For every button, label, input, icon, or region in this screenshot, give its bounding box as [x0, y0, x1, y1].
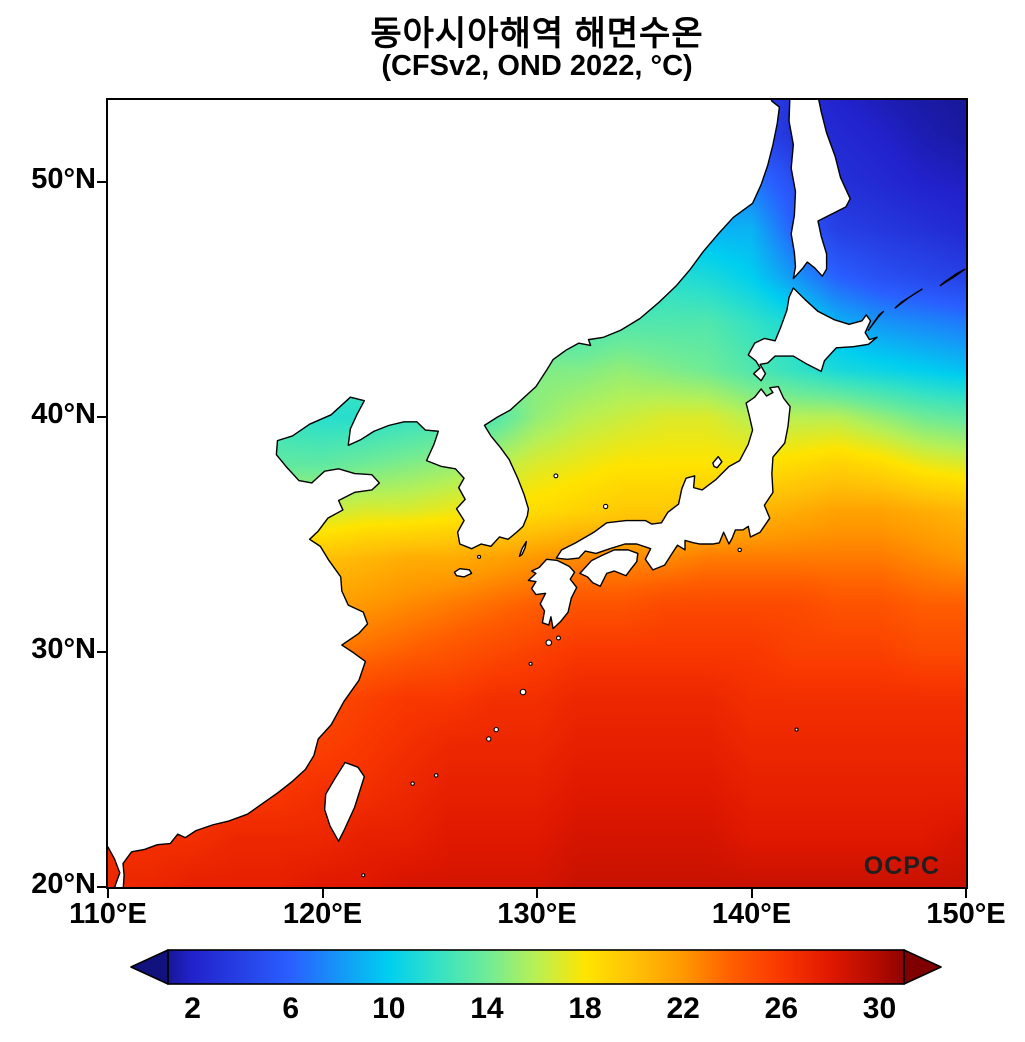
y-tick-label: 20°N: [31, 868, 96, 900]
land-mainland-asia: [108, 100, 779, 887]
colorbar-tick-label: 18: [568, 992, 602, 1025]
x-tick-label: 130°E: [497, 898, 577, 930]
x-tick-mark: [750, 889, 753, 898]
land-urup: [940, 269, 965, 285]
land-sakhalin: [789, 100, 850, 279]
island-dot: [362, 874, 365, 877]
x-tick-mark: [536, 889, 538, 898]
colorbar-tick-label: 6: [282, 992, 299, 1025]
colorbar-tick-label: 2: [184, 992, 201, 1025]
watermark-ocpc: OCPC: [863, 852, 940, 880]
land-shikoku: [580, 550, 638, 586]
colorbar: [130, 948, 942, 988]
y-tick-mark: [97, 181, 106, 184]
colorbar-tick-label: 14: [470, 992, 504, 1025]
land-kunashiri: [868, 311, 883, 330]
island-dot: [557, 636, 561, 640]
land-jeju: [454, 569, 471, 577]
land-tsushima: [519, 542, 526, 557]
x-tick-label: 140°E: [711, 898, 792, 930]
map-plot-area: OCPC: [106, 98, 968, 889]
land-sado: [713, 457, 722, 468]
y-tick-mark: [97, 886, 106, 888]
y-tick-mark: [97, 416, 106, 419]
land-kyushu: [528, 559, 576, 628]
island-dot: [487, 737, 491, 741]
y-tick-label: 50°N: [31, 163, 96, 196]
x-tick-label: 120°E: [282, 898, 363, 930]
colorbar-tick-label: 22: [666, 992, 700, 1025]
colorbar-tick-label: 10: [372, 992, 406, 1025]
island-dot: [546, 640, 552, 646]
colorbar-tick-label: 26: [764, 992, 799, 1025]
island-dot: [520, 689, 526, 695]
island-dot: [603, 504, 607, 508]
chart-title: 동아시아해역 해면수온: [370, 15, 704, 53]
island-dot: [738, 548, 741, 551]
colorbar-gradient: [130, 949, 942, 985]
x-tick-mark: [965, 889, 967, 898]
island-dot: [411, 782, 414, 785]
colorbar-body: [167, 949, 905, 985]
coastline-layer: [108, 100, 966, 887]
island-dot: [529, 662, 532, 665]
land-taiwan: [325, 762, 365, 841]
y-tick-label: 30°N: [31, 633, 96, 666]
chart-subtitle: (CFSv2, OND 2022, °C): [381, 50, 693, 82]
y-tick-mark: [97, 651, 106, 654]
island-dot: [554, 474, 558, 478]
y-tick-label: 40°N: [31, 398, 96, 431]
island-dot: [434, 774, 437, 777]
x-tick-mark: [321, 889, 324, 898]
island-dot: [795, 728, 798, 731]
colorbar-tick-label: 30: [862, 992, 897, 1025]
island-dot: [478, 555, 481, 558]
land-honshu: [556, 387, 790, 570]
colorbar-right-arrow: [903, 949, 942, 985]
land-iturup: [895, 289, 922, 308]
x-tick-label: 110°E: [69, 898, 147, 930]
x-tick-mark: [107, 889, 109, 898]
colorbar-left-arrow: [130, 949, 169, 985]
x-tick-label: 150°E: [926, 898, 1006, 930]
land-hokkaido: [748, 288, 877, 381]
island-dot: [494, 727, 498, 731]
